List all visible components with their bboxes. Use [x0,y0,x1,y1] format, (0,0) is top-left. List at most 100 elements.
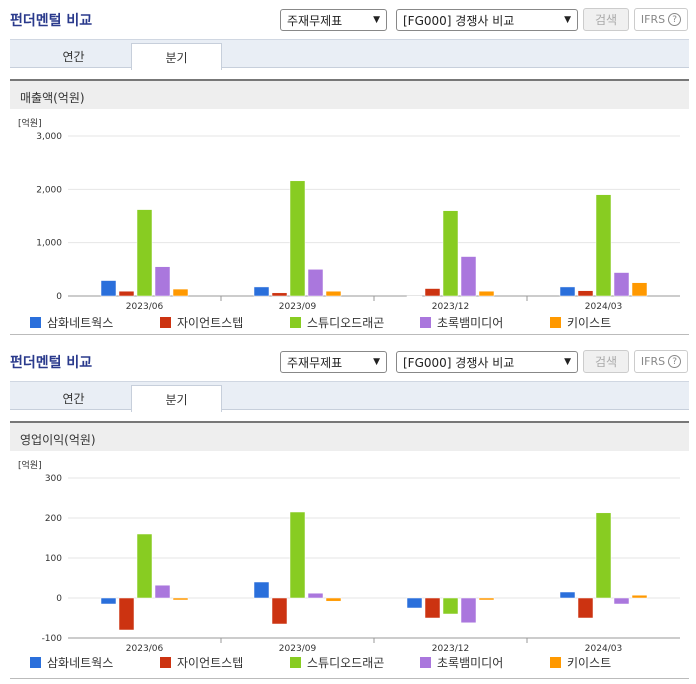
legend-label: 자이언트스텝 [177,316,244,330]
chevron-down-icon: ▼ [373,357,380,367]
chevron-down-icon: ▼ [564,15,571,25]
bar [424,597,441,619]
y-tick-label: 0 [56,292,62,302]
x-tick-label: 2023/09 [279,302,317,310]
bar [307,269,324,297]
bar [613,597,630,605]
legend-label: 초록뱀미디어 [437,316,504,330]
bar [154,266,171,297]
chart-legend: 삼화네트웍스 자이언트스텝 스튜디오드래곤 초록뱀미디어 키이스트 [30,654,680,671]
bar [154,584,171,599]
ifrs-button[interactable]: IFRS ? [634,350,688,373]
metric-header: 매출액(억원) [10,79,689,109]
x-tick-label: 2023/12 [432,644,469,654]
bar [118,597,135,631]
bar [442,210,459,297]
x-tick-label: 2024/03 [585,644,622,654]
help-icon: ? [668,13,682,26]
fundamental-compare-revenue-section: 펀더멘털 비교 주재무제표 ▼ [FG000] 경쟁사 비교 ▼ 검색 IFRS… [0,0,696,340]
legend-swatch [30,317,41,328]
legend-item[interactable]: 삼화네트웍스 [30,314,160,331]
legend-swatch [160,317,171,328]
help-icon: ? [668,355,682,368]
bar [595,194,612,297]
bar [460,256,477,297]
x-tick-label: 2023/12 [432,302,469,310]
bar [325,597,342,602]
legend-item[interactable]: 초록뱀미디어 [420,314,550,331]
operating-profit-bar-chart: [억원] -100 0 100 200 300 2023/06 2023/09 2023/12 2… [18,459,680,654]
chevron-down-icon: ▼ [373,15,380,25]
search-button[interactable]: 검색 [583,350,629,373]
divider [10,678,689,679]
bar [577,597,594,619]
bar [460,597,477,624]
y-tick-label: 3,000 [36,132,62,142]
statement-type-select[interactable]: 주재무제표 ▼ [280,9,387,31]
legend-label: 삼화네트웍스 [47,316,114,330]
legend-label: 스튜디오드래곤 [307,316,385,330]
bar [136,533,153,599]
chart-legend: 삼화네트웍스 자이언트스텝 스튜디오드래곤 초록뱀미디어 키이스트 [30,314,680,331]
peer-group-select[interactable]: [FG000] 경쟁사 비교 ▼ [396,351,578,373]
tab-annual[interactable]: 연간 [62,50,85,64]
legend-item[interactable]: 키이스트 [550,654,680,671]
bar [631,282,648,297]
legend-item[interactable]: 스튜디오드래곤 [290,314,420,331]
legend-item[interactable]: 자이언트스텝 [160,654,290,671]
legend-swatch [420,657,431,668]
legend-item[interactable]: 자이언트스텝 [160,314,290,331]
legend-label: 키이스트 [567,656,612,670]
legend-swatch [290,317,301,328]
bar [271,597,288,625]
legend-item[interactable]: 키이스트 [550,314,680,331]
legend-label: 삼화네트웍스 [47,656,114,670]
y-tick-label: 100 [45,554,62,564]
legend-label: 스튜디오드래곤 [307,656,385,670]
bar [118,290,135,297]
unit-label: [억원] [18,459,42,471]
legend-swatch [30,657,41,668]
legend-item[interactable]: 스튜디오드래곤 [290,654,420,671]
tab-annual[interactable]: 연간 [62,392,85,406]
revenue-bar-chart: [억원] 0 1,000 2,000 3,000 2023/06 2023/09 2023/1… [18,117,680,310]
tab-quarterly[interactable]: 분기 [131,43,222,70]
bar [595,512,612,599]
bar [289,180,306,297]
tab-quarterly[interactable]: 분기 [131,385,222,412]
legend-item[interactable]: 초록뱀미디어 [420,654,550,671]
legend-swatch [550,657,561,668]
bar [253,286,270,297]
bar [307,592,324,599]
bar [100,280,117,297]
statement-type-select[interactable]: 주재무제표 ▼ [280,351,387,373]
ifrs-label: IFRS [640,355,666,368]
peer-group-value: [FG000] 경쟁사 비교 [403,13,515,28]
legend-swatch [290,657,301,668]
statement-type-value: 주재무제표 [287,13,343,28]
legend-label: 키이스트 [567,316,612,330]
bar [613,272,630,297]
ifrs-button[interactable]: IFRS ? [634,8,688,31]
y-tick-label: 0 [56,594,62,604]
legend-swatch [160,657,171,668]
peer-group-value: [FG000] 경쟁사 비교 [403,355,515,370]
bar [631,594,648,599]
search-button[interactable]: 검색 [583,8,629,31]
bar [559,286,576,297]
peer-group-select[interactable]: [FG000] 경쟁사 비교 ▼ [396,9,578,31]
y-tick-label: -100 [42,634,63,644]
legend-label: 자이언트스텝 [177,656,244,670]
bar [442,597,459,615]
bar [577,290,594,297]
x-tick-label: 2023/06 [126,644,164,654]
y-tick-label: 2,000 [36,185,62,195]
bar [559,591,576,599]
bar [271,292,288,297]
unit-label: [억원] [18,117,42,129]
bar [424,288,441,297]
legend-item[interactable]: 삼화네트웍스 [30,654,160,671]
bar [325,290,342,297]
chevron-down-icon: ▼ [564,357,571,367]
section-title: 펀더멘털 비교 [10,13,93,29]
